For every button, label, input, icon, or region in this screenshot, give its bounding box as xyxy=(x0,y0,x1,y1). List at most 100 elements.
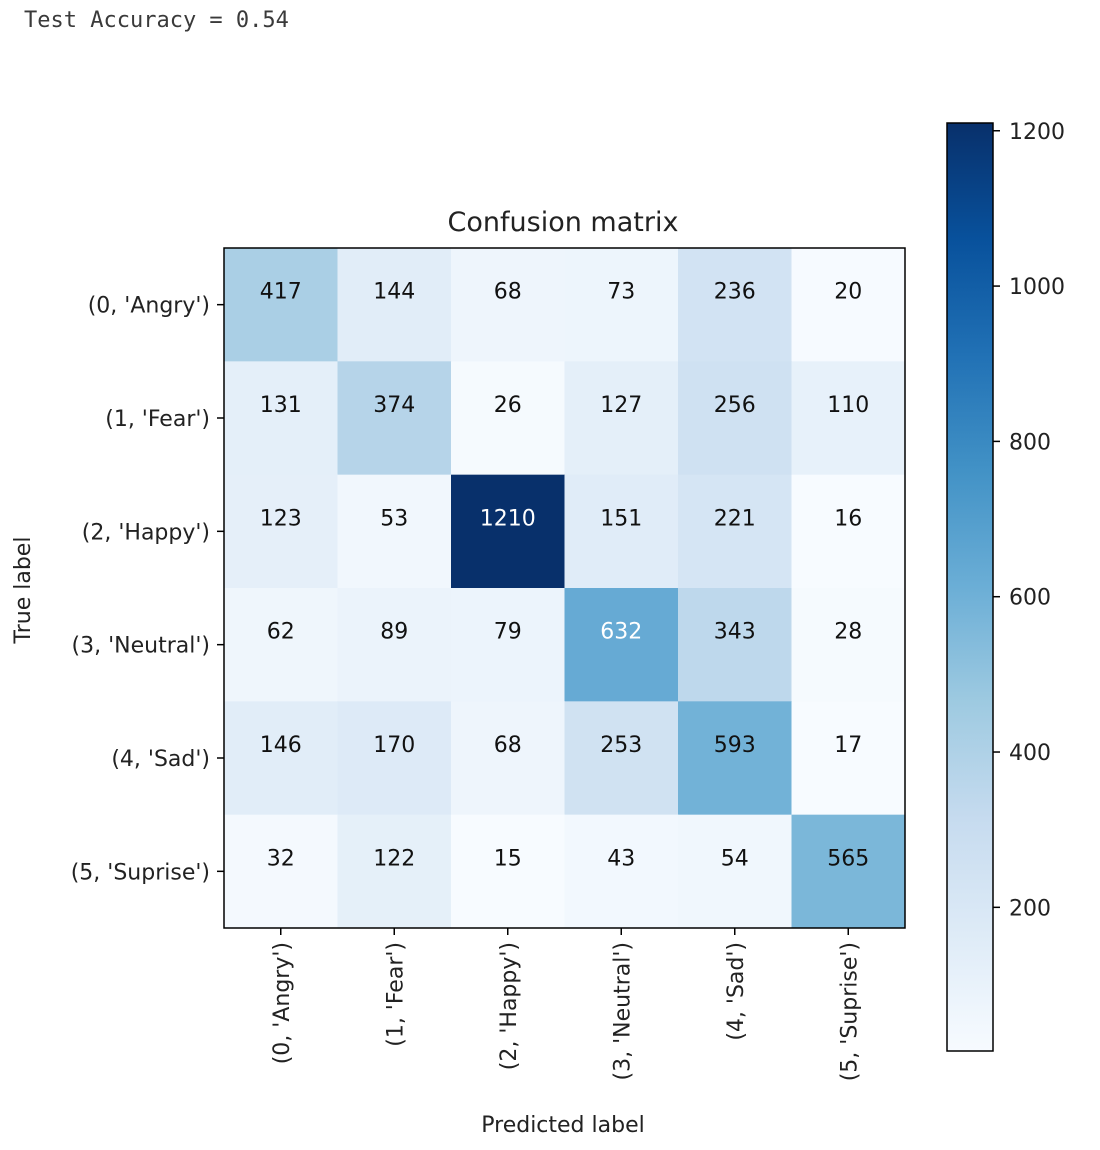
x-axis-label: Predicted label xyxy=(481,1113,644,1138)
heatmap-cell xyxy=(564,474,679,589)
cell-value-label: 32 xyxy=(267,846,295,871)
heatmap-cell xyxy=(224,474,338,589)
heatmap-cell xyxy=(564,588,679,702)
heatmap-cell xyxy=(678,588,792,702)
test-accuracy-output: Test Accuracy = 0.54 xyxy=(24,8,289,33)
cell-value-label: 253 xyxy=(600,733,642,758)
heatmap-cell xyxy=(337,474,452,589)
cell-value-label: 236 xyxy=(714,280,756,305)
y-axis-label: True label xyxy=(11,537,36,645)
cell-value-label: 26 xyxy=(494,393,522,418)
heatmap-cell xyxy=(337,248,452,362)
heatmap-cell xyxy=(791,588,906,702)
heatmap-cell xyxy=(451,814,565,929)
cell-value-label: 343 xyxy=(714,620,756,645)
cell-value-label: 68 xyxy=(494,280,522,305)
cell-value-label: 417 xyxy=(260,280,302,305)
cell-value-label: 131 xyxy=(260,393,302,418)
y-tick-label: (3, 'Neutral') xyxy=(72,634,210,659)
heatmap-cell xyxy=(337,701,452,816)
heatmap-cell xyxy=(451,248,565,362)
cell-value-label: 256 xyxy=(714,393,756,418)
heatmap-cell xyxy=(224,361,338,476)
heatmap-cell xyxy=(451,588,565,702)
cell-value-label: 68 xyxy=(494,733,522,758)
y-tick-label: (2, 'Happy') xyxy=(82,520,210,545)
heatmap-cell xyxy=(791,701,906,816)
cell-value-label: 20 xyxy=(834,280,862,305)
heatmap-cell xyxy=(791,361,906,476)
y-tick-label: (0, 'Angry') xyxy=(88,294,210,319)
cell-value-label: 565 xyxy=(827,846,869,871)
x-tick-label: (1, 'Fear') xyxy=(383,942,408,1047)
colorbar-tick-label: 400 xyxy=(1009,741,1051,766)
heatmap-cell xyxy=(224,701,338,816)
cell-value-label: 62 xyxy=(267,620,295,645)
cell-value-label: 110 xyxy=(827,393,869,418)
y-tick-labels: (0, 'Angry') (1, 'Fear') (2, 'Happy') (3, '… xyxy=(71,294,224,885)
heatmap-cell xyxy=(564,701,679,816)
cell-value-label: 127 xyxy=(600,393,642,418)
heatmap-cell xyxy=(337,814,452,929)
heatmap-cell xyxy=(451,701,565,816)
y-tick-label: (5, 'Suprise') xyxy=(71,860,210,885)
x-tick-label: (2, 'Happy') xyxy=(497,942,522,1070)
heatmap-cell xyxy=(564,361,679,476)
colorbar-tick-label: 600 xyxy=(1009,586,1051,611)
x-tick-label: (5, 'Suprise') xyxy=(837,942,862,1081)
cell-value-label: 16 xyxy=(834,506,862,531)
x-tick-labels: (0, 'Angry') (1, 'Fear') (2, 'Happy') (3, '… xyxy=(270,928,862,1081)
colorbar xyxy=(946,122,994,1052)
heatmap-cell xyxy=(791,814,906,929)
colorbar-tick-label: 800 xyxy=(1009,430,1051,455)
cell-value-label: 374 xyxy=(373,393,415,418)
cell-value-label: 73 xyxy=(607,280,635,305)
heatmap-cell xyxy=(224,248,338,362)
y-tick-label: (1, 'Fear') xyxy=(105,407,210,432)
cell-value-label: 89 xyxy=(380,620,408,645)
y-tick-label: (4, 'Sad') xyxy=(111,747,210,772)
heatmap-cell xyxy=(678,814,792,929)
x-tick-label: (0, 'Angry') xyxy=(270,942,295,1064)
colorbar-tick-label: 200 xyxy=(1009,896,1051,921)
heatmap-cell xyxy=(337,588,452,702)
cell-value-label: 1210 xyxy=(480,506,536,531)
heatmap-cell xyxy=(678,701,792,816)
cell-value-label: 54 xyxy=(721,846,749,871)
heatmap-cell xyxy=(678,248,792,362)
chart-title: Confusion matrix xyxy=(448,207,679,238)
cell-value-label: 144 xyxy=(373,280,415,305)
cell-value-label: 122 xyxy=(373,846,415,871)
colorbar-tick-label: 1000 xyxy=(1009,275,1065,300)
heatmap-cell xyxy=(564,248,679,362)
cell-value-label: 28 xyxy=(834,620,862,645)
heatmap-cell xyxy=(337,361,452,476)
cell-value-label: 221 xyxy=(714,506,756,531)
heatmap-cells: 417 144 68 73 236 20 131 374 26 127 256 110 123 53 121… xyxy=(224,248,906,929)
heatmap-cell xyxy=(791,474,906,589)
cell-value-label: 123 xyxy=(260,506,302,531)
cell-value-label: 53 xyxy=(380,506,408,531)
heatmap-cell xyxy=(224,588,338,702)
heatmap-cell xyxy=(224,814,338,929)
cell-value-label: 632 xyxy=(600,620,642,645)
cell-value-label: 15 xyxy=(494,846,522,871)
colorbar-ticks: 200 400 600 800 1000 1200 xyxy=(993,120,1065,921)
cell-value-label: 170 xyxy=(373,733,415,758)
cell-value-label: 146 xyxy=(260,733,302,758)
heatmap-cell xyxy=(678,474,792,589)
heatmap-cell xyxy=(564,814,679,929)
plot-frame xyxy=(223,247,906,929)
x-tick-label: (4, 'Sad') xyxy=(724,942,749,1041)
cell-value-label: 17 xyxy=(834,733,862,758)
heatmap-cell xyxy=(678,361,792,476)
cell-value-label: 79 xyxy=(494,620,522,645)
cell-value-label: 593 xyxy=(714,733,756,758)
colorbar-tick-label: 1200 xyxy=(1009,120,1065,145)
x-tick-label: (3, 'Neutral') xyxy=(610,942,635,1080)
cell-value-label: 151 xyxy=(600,506,642,531)
cell-value-label: 43 xyxy=(607,846,635,871)
heatmap-cell xyxy=(451,361,565,476)
heatmap-cell xyxy=(791,248,906,362)
